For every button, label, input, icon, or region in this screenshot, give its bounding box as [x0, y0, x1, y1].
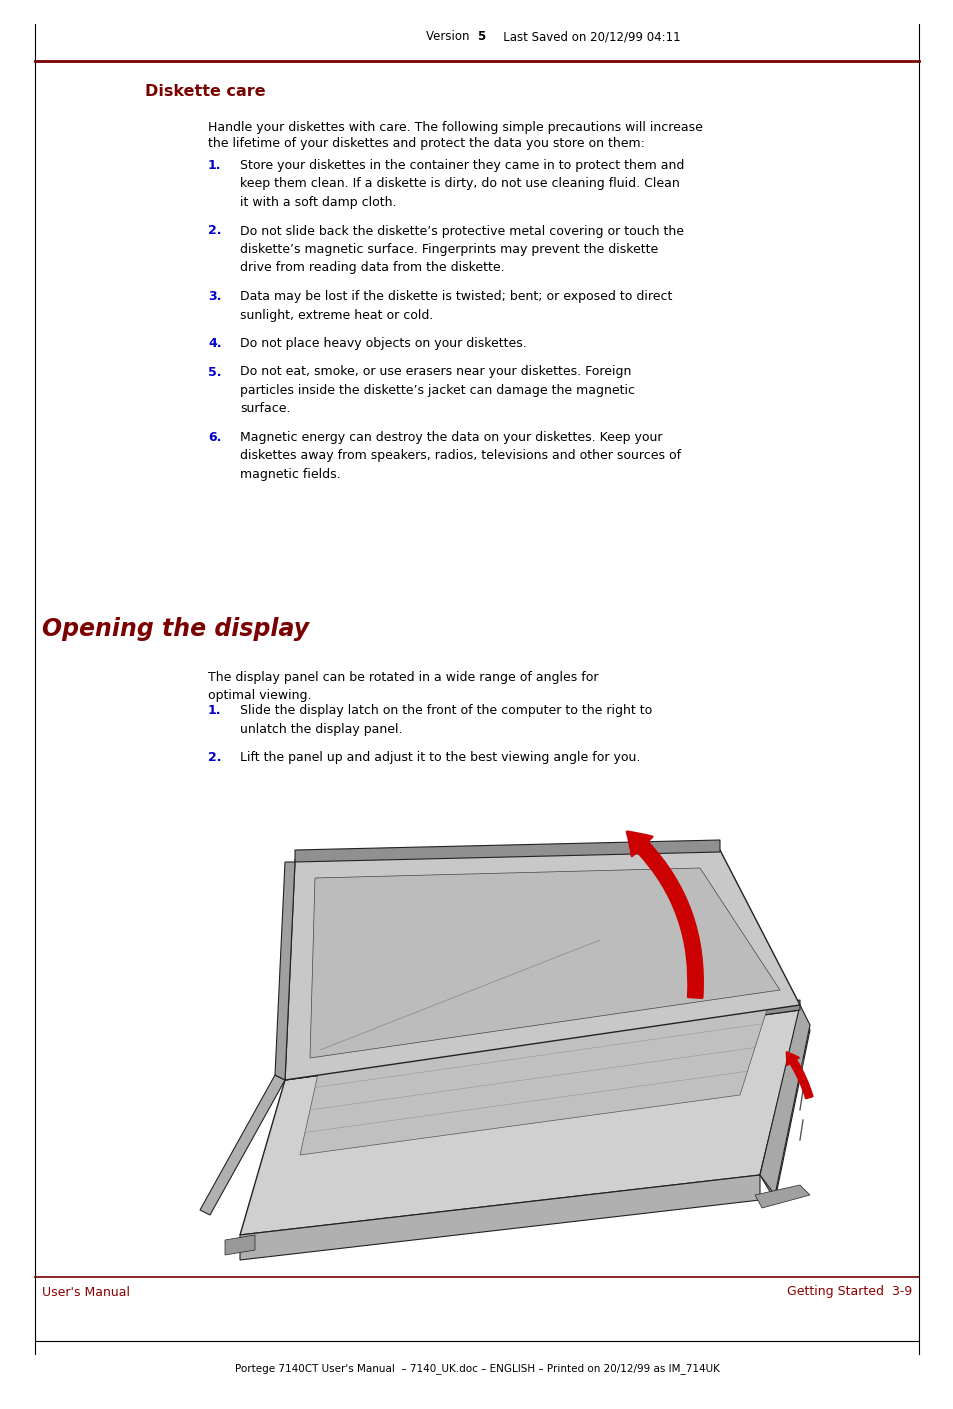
Text: Opening the display panel: Opening the display panel: [365, 1051, 529, 1064]
Text: Do not eat, smoke, or use erasers near your diskettes. Foreign: Do not eat, smoke, or use erasers near y…: [240, 365, 631, 379]
Polygon shape: [294, 840, 720, 862]
Text: keep them clean. If a diskette is dirty, do not use cleaning fluid. Clean: keep them clean. If a diskette is dirty,…: [240, 178, 679, 190]
Text: Handle your diskettes with care. The following simple precautions will increase: Handle your diskettes with care. The fol…: [208, 121, 702, 134]
Text: Last Saved on 20/12/99 04:11: Last Saved on 20/12/99 04:11: [492, 31, 679, 44]
Polygon shape: [299, 1000, 769, 1155]
Polygon shape: [225, 1236, 254, 1255]
Polygon shape: [240, 1010, 800, 1236]
Text: Diskette care: Diskette care: [145, 83, 265, 99]
Text: Slide the display latch on the front of the computer to the right to: Slide the display latch on the front of …: [240, 704, 652, 717]
Text: 4.: 4.: [208, 337, 221, 349]
Text: 5: 5: [476, 31, 485, 44]
Text: 5.: 5.: [208, 365, 221, 379]
Text: magnetic fields.: magnetic fields.: [240, 468, 340, 480]
Polygon shape: [310, 868, 780, 1058]
Text: 2.: 2.: [208, 751, 221, 764]
Text: drive from reading data from the diskette.: drive from reading data from the diskett…: [240, 262, 504, 275]
Text: it with a soft damp cloth.: it with a soft damp cloth.: [240, 196, 396, 209]
Text: Magnetic energy can destroy the data on your diskettes. Keep your: Magnetic energy can destroy the data on …: [240, 431, 661, 444]
Polygon shape: [240, 1175, 760, 1260]
Polygon shape: [200, 1075, 285, 1215]
Text: The display panel can be rotated in a wide range of angles for: The display panel can be rotated in a wi…: [208, 671, 598, 683]
Text: surface.: surface.: [240, 403, 291, 416]
Polygon shape: [285, 850, 800, 1081]
Text: particles inside the diskette’s jacket can damage the magnetic: particles inside the diskette’s jacket c…: [240, 385, 635, 397]
Text: 6.: 6.: [208, 431, 221, 444]
Polygon shape: [285, 1000, 800, 1081]
Text: 2.: 2.: [208, 224, 221, 238]
Text: sunlight, extreme heat or cold.: sunlight, extreme heat or cold.: [240, 309, 433, 321]
Text: Do not place heavy objects on your diskettes.: Do not place heavy objects on your diske…: [240, 337, 526, 349]
Text: 1.: 1.: [208, 159, 221, 172]
Text: Do not slide back the diskette’s protective metal covering or touch the: Do not slide back the diskette’s protect…: [240, 224, 683, 238]
Text: 1.: 1.: [208, 704, 221, 717]
Polygon shape: [760, 1010, 809, 1200]
Text: 3.: 3.: [208, 290, 221, 303]
Text: diskettes away from speakers, radios, televisions and other sources of: diskettes away from speakers, radios, te…: [240, 449, 680, 462]
Text: Opening the display: Opening the display: [42, 617, 309, 641]
FancyArrowPatch shape: [626, 831, 701, 998]
Text: Version: Version: [426, 31, 476, 44]
Polygon shape: [760, 1005, 809, 1195]
Text: Store your diskettes in the container they came in to protect them and: Store your diskettes in the container th…: [240, 159, 683, 172]
Text: User's Manual: User's Manual: [42, 1285, 130, 1299]
Text: Data may be lost if the diskette is twisted; bent; or exposed to direct: Data may be lost if the diskette is twis…: [240, 290, 672, 303]
FancyArrowPatch shape: [786, 1053, 812, 1098]
Text: Getting Started  3-9: Getting Started 3-9: [786, 1285, 911, 1299]
Text: the lifetime of your diskettes and protect the data you store on them:: the lifetime of your diskettes and prote…: [208, 137, 644, 149]
Polygon shape: [274, 862, 294, 1081]
Polygon shape: [754, 1185, 809, 1208]
Text: Lift the panel up and adjust it to the best viewing angle for you.: Lift the panel up and adjust it to the b…: [240, 751, 639, 764]
Text: unlatch the display panel.: unlatch the display panel.: [240, 723, 402, 735]
Text: diskette’s magnetic surface. Fingerprints may prevent the diskette: diskette’s magnetic surface. Fingerprint…: [240, 242, 658, 256]
Text: optimal viewing.: optimal viewing.: [208, 689, 312, 703]
Text: Portege 7140CT User's Manual  – 7140_UK.doc – ENGLISH – Printed on 20/12/99 as I: Portege 7140CT User's Manual – 7140_UK.d…: [234, 1364, 719, 1374]
